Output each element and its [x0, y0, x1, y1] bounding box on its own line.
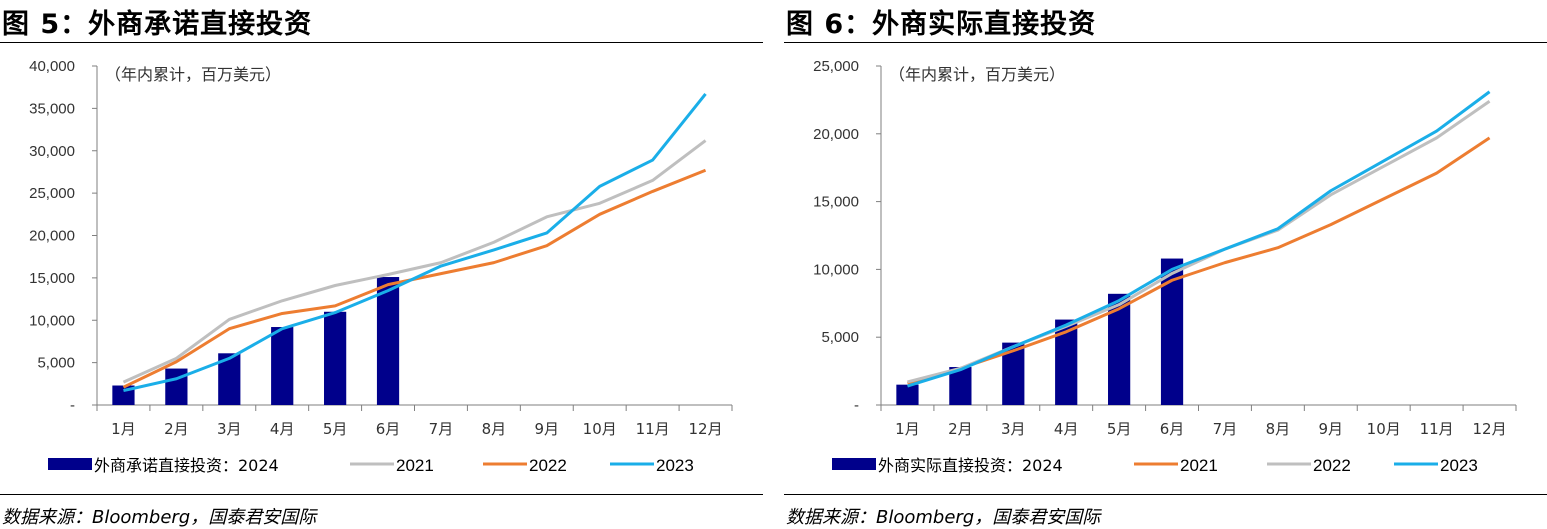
x-tick-label: 6月: [376, 420, 401, 438]
y-tick-label: 25,000: [29, 185, 75, 202]
legend-label: 2022: [1313, 456, 1351, 475]
chart-panel-fig5: 图 5：外商承诺直接投资 - 5,000 10,000 15,000 20,000 25,…: [0, 0, 763, 529]
bar: [1108, 293, 1131, 405]
y-tick-label: 10,000: [29, 312, 75, 329]
x-tick-label: 6月: [1160, 420, 1185, 438]
legend-label: 2023: [656, 456, 694, 475]
y-tick-label: 20,000: [813, 126, 859, 143]
x-tick-label: 12月: [1472, 420, 1506, 438]
y-tick-label: 15,000: [813, 194, 859, 211]
bar: [1055, 319, 1078, 405]
legend-label: 外商实际直接投资：2024: [878, 456, 1063, 475]
source-note: 数据来源：Bloomberg，国泰君安国际: [2, 507, 317, 528]
x-tick-label: 2月: [164, 420, 189, 438]
legend-label: 2021: [396, 456, 434, 475]
x-tick-label: 7月: [429, 420, 454, 438]
series-line-2022: [907, 100, 1491, 384]
y-tick-label: 15,000: [29, 270, 75, 287]
legend-label: 2022: [529, 456, 567, 475]
x-tick-label: 2月: [948, 420, 973, 438]
chart-note: （年内累计，百万美元）: [105, 65, 281, 84]
y-tick-label: -: [854, 397, 859, 414]
y-tick-label: 10,000: [813, 261, 859, 278]
chart-title: 图 6：外商实际直接投资: [786, 9, 1097, 40]
legend-label: 2021: [1180, 456, 1218, 475]
x-tick-label: 10月: [583, 420, 617, 438]
x-tick-label: 3月: [1001, 420, 1026, 438]
bar: [218, 353, 241, 405]
series-line-2023: [907, 90, 1491, 388]
y-tick-label: -: [70, 397, 75, 414]
y-tick-label: 5,000: [821, 329, 859, 346]
source-rule: [784, 494, 1547, 495]
x-tick-label: 5月: [323, 420, 348, 438]
bar: [949, 367, 972, 405]
y-tick-label: 30,000: [29, 143, 75, 160]
legend-label: 外商承诺直接投资：2024: [94, 456, 279, 475]
chart-note: （年内累计，百万美元）: [889, 65, 1065, 84]
x-tick-label: 4月: [270, 420, 295, 438]
series-line-2023: [123, 93, 707, 393]
x-tick-label: 3月: [217, 420, 242, 438]
chart-panel-fig6: 图 6：外商实际直接投资 - 5,000 10,000 15,000 20,000 25,…: [784, 0, 1547, 529]
legend-label: 2023: [1440, 456, 1478, 475]
bar: [324, 311, 347, 405]
x-tick-label: 8月: [482, 420, 507, 438]
x-tick-label: 8月: [1266, 420, 1291, 438]
bar: [165, 368, 188, 405]
series-line-2021: [122, 139, 707, 384]
x-tick-label: 10月: [1367, 420, 1401, 438]
bar: [376, 277, 400, 405]
bar: [1002, 342, 1025, 405]
chart-title: 图 5：外商承诺直接投资: [2, 9, 313, 40]
bar: [1160, 258, 1184, 405]
x-tick-label: 1月: [111, 420, 136, 438]
y-tick-label: 5,000: [37, 355, 75, 372]
bar: [896, 384, 919, 405]
y-tick-label: 35,000: [29, 100, 75, 117]
x-tick-label: 1月: [895, 420, 920, 438]
bar: [271, 327, 294, 405]
series-line-2021: [907, 136, 1491, 385]
x-tick-label: 4月: [1054, 420, 1079, 438]
x-tick-label: 7月: [1213, 420, 1238, 438]
y-tick-label: 40,000: [29, 58, 75, 75]
legend-swatch: [48, 458, 92, 470]
x-tick-label: 5月: [1107, 420, 1132, 438]
x-tick-label: 11月: [1420, 420, 1454, 438]
legend-swatch: [832, 458, 876, 470]
x-tick-label: 12月: [688, 420, 722, 438]
source-note: 数据来源：Bloomberg，国泰君安国际: [786, 507, 1101, 528]
y-tick-label: 20,000: [29, 228, 75, 245]
title-rule: [0, 42, 763, 43]
source-rule: [0, 494, 763, 495]
chart-canvas: - 5,000 10,000 15,000 20,000 25,000 30,000 35,0…: [29, 58, 733, 475]
title-rule: [784, 42, 1547, 43]
x-tick-label: 9月: [535, 420, 560, 438]
x-tick-label: 11月: [636, 420, 670, 438]
chart-canvas: - 5,000 10,000 15,000 20,000 25,000 1月 2月 3月 4月 5月…: [813, 58, 1517, 475]
x-tick-label: 9月: [1319, 420, 1344, 438]
y-tick-label: 25,000: [813, 58, 859, 75]
